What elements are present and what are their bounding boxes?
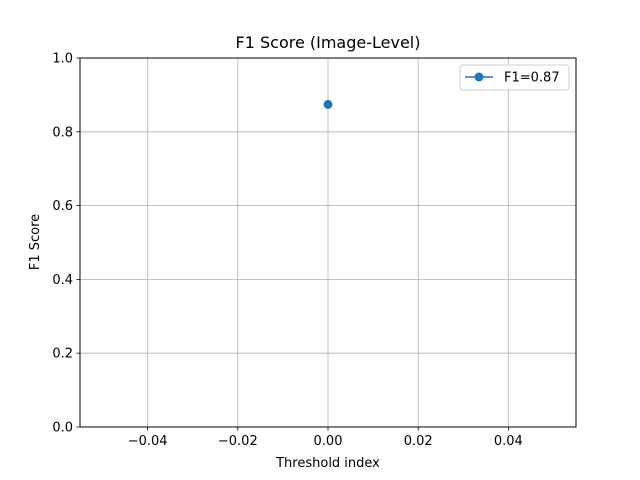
y-axis-label: F1 Score (28, 214, 43, 270)
legend-marker-swatch (474, 72, 484, 82)
series-layer (323, 99, 333, 109)
x-tick-label: 0.02 (404, 434, 433, 449)
y-axis-ticks: 0.0 0.2 0.4 0.6 0.8 1.0 (52, 52, 80, 436)
legend-box (459, 64, 570, 91)
x-tick-label: 0.00 (314, 434, 343, 449)
legend: F1=0.87 (459, 64, 570, 91)
y-tick-label: 0.2 (52, 347, 73, 362)
x-axis-label: Threshold index (275, 456, 380, 471)
y-tick-label: 0.0 (52, 421, 73, 436)
y-tick-label: 1.0 (52, 52, 73, 67)
x-axis-ticks: −0.04 −0.02 0.00 0.02 0.04 (128, 427, 523, 449)
x-tick-label: −0.04 (128, 434, 168, 449)
chart-title: F1 Score (Image-Level) (236, 33, 421, 52)
data-point (323, 99, 333, 109)
y-tick-label: 0.4 (52, 273, 73, 288)
legend-entry-label: F1=0.87 (504, 71, 560, 86)
y-tick-label: 0.6 (52, 199, 73, 214)
x-tick-label: −0.02 (218, 434, 258, 449)
x-tick-label: 0.04 (494, 434, 523, 449)
y-tick-label: 0.8 (52, 125, 73, 140)
